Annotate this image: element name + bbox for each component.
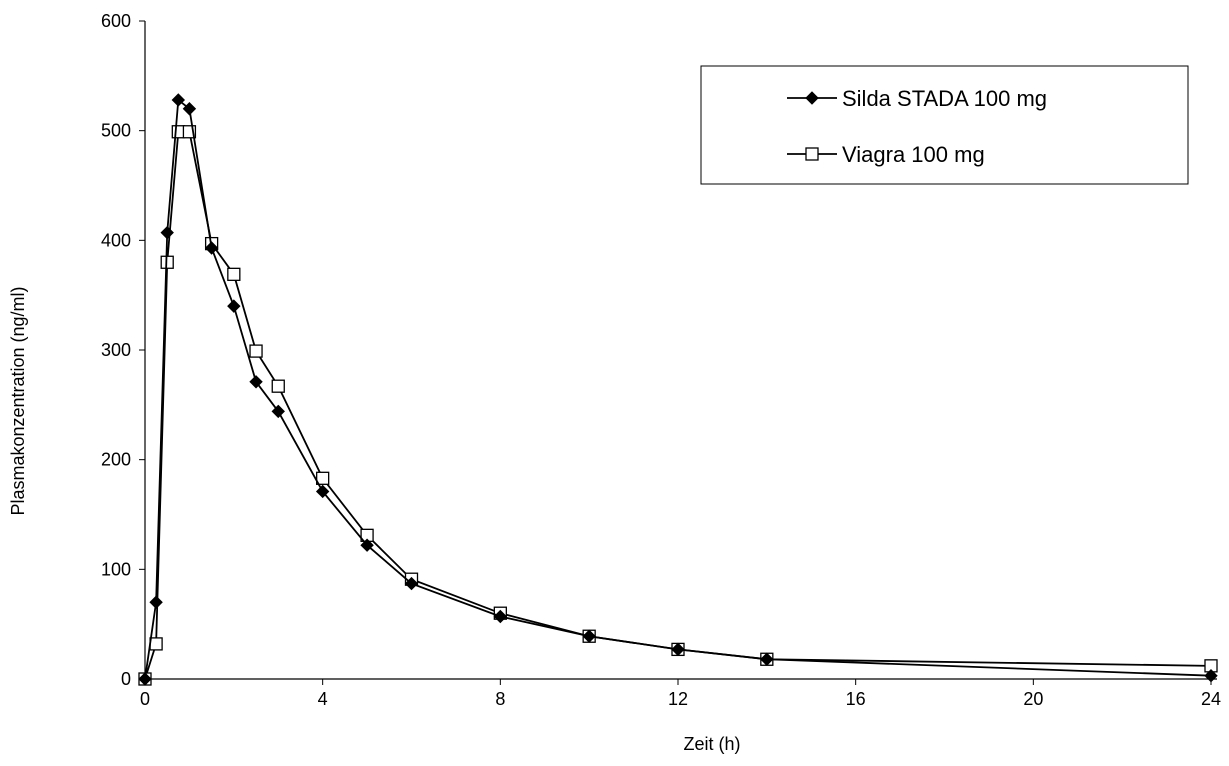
legend-entry: Viagra 100 mg [787,142,985,167]
legend: Silda STADA 100 mg Viagra 100 mg [700,65,1189,185]
data-point-diamond [171,93,186,107]
legend-marker-square [805,147,819,161]
data-point-square [227,267,241,281]
y-tick-label: 400 [101,230,131,250]
x-tick-label: 4 [318,689,328,709]
data-point-diamond [1204,669,1218,683]
data-point-diamond [138,672,152,686]
legend-marker-diamond [805,91,819,105]
y-tick-label: 200 [101,450,131,470]
data-point-diamond [404,576,419,591]
data-point-diamond [160,225,174,240]
legend-label: Silda STADA 100 mg [842,86,1047,111]
data-point-square [249,344,263,358]
legend-entry: Silda STADA 100 mg [787,86,1047,111]
y-tick-label: 100 [101,559,131,579]
y-axis-title: Plasmakonzentration (ng/ml) [8,286,28,515]
x-tick-label: 8 [495,689,505,709]
legend-box [700,65,1189,185]
axis-ticks: 0 100 200 300 400 500 600 0 4 8 12 16 20 24 [101,11,1221,709]
data-point-diamond [582,629,596,643]
legend-label: Viagra 100 mg [842,142,985,167]
data-point-diamond [204,241,219,255]
y-tick-label: 600 [101,11,131,31]
x-axis-title: Zeit (h) [683,734,740,754]
data-point-diamond [149,595,163,609]
data-point-diamond [227,299,241,313]
series-line [144,98,1212,680]
y-tick-label: 300 [101,340,131,360]
y-tick-label: 0 [121,669,131,689]
series-line [144,130,1212,680]
data-point-diamond [760,652,774,666]
data-point-diamond [493,609,508,624]
x-tick-label: 12 [668,689,688,709]
x-tick-label: 16 [846,689,866,709]
y-tick-label: 500 [101,121,131,141]
data-point-square [271,379,285,393]
series-silda-stada [138,93,1218,686]
data-point-square [171,125,185,139]
data-point-diamond [271,404,285,419]
x-tick-label: 20 [1023,689,1043,709]
series-layer [138,93,1218,686]
data-point-diamond [249,375,263,389]
x-tick-label: 0 [140,689,150,709]
data-point-square [149,637,163,651]
data-point-diamond [671,642,685,657]
data-point-diamond [315,484,330,499]
data-point-diamond [182,102,197,116]
data-point-square [316,471,330,485]
x-tick-label: 24 [1201,689,1221,709]
series-viagra [138,125,1218,686]
data-point-diamond [360,538,374,552]
